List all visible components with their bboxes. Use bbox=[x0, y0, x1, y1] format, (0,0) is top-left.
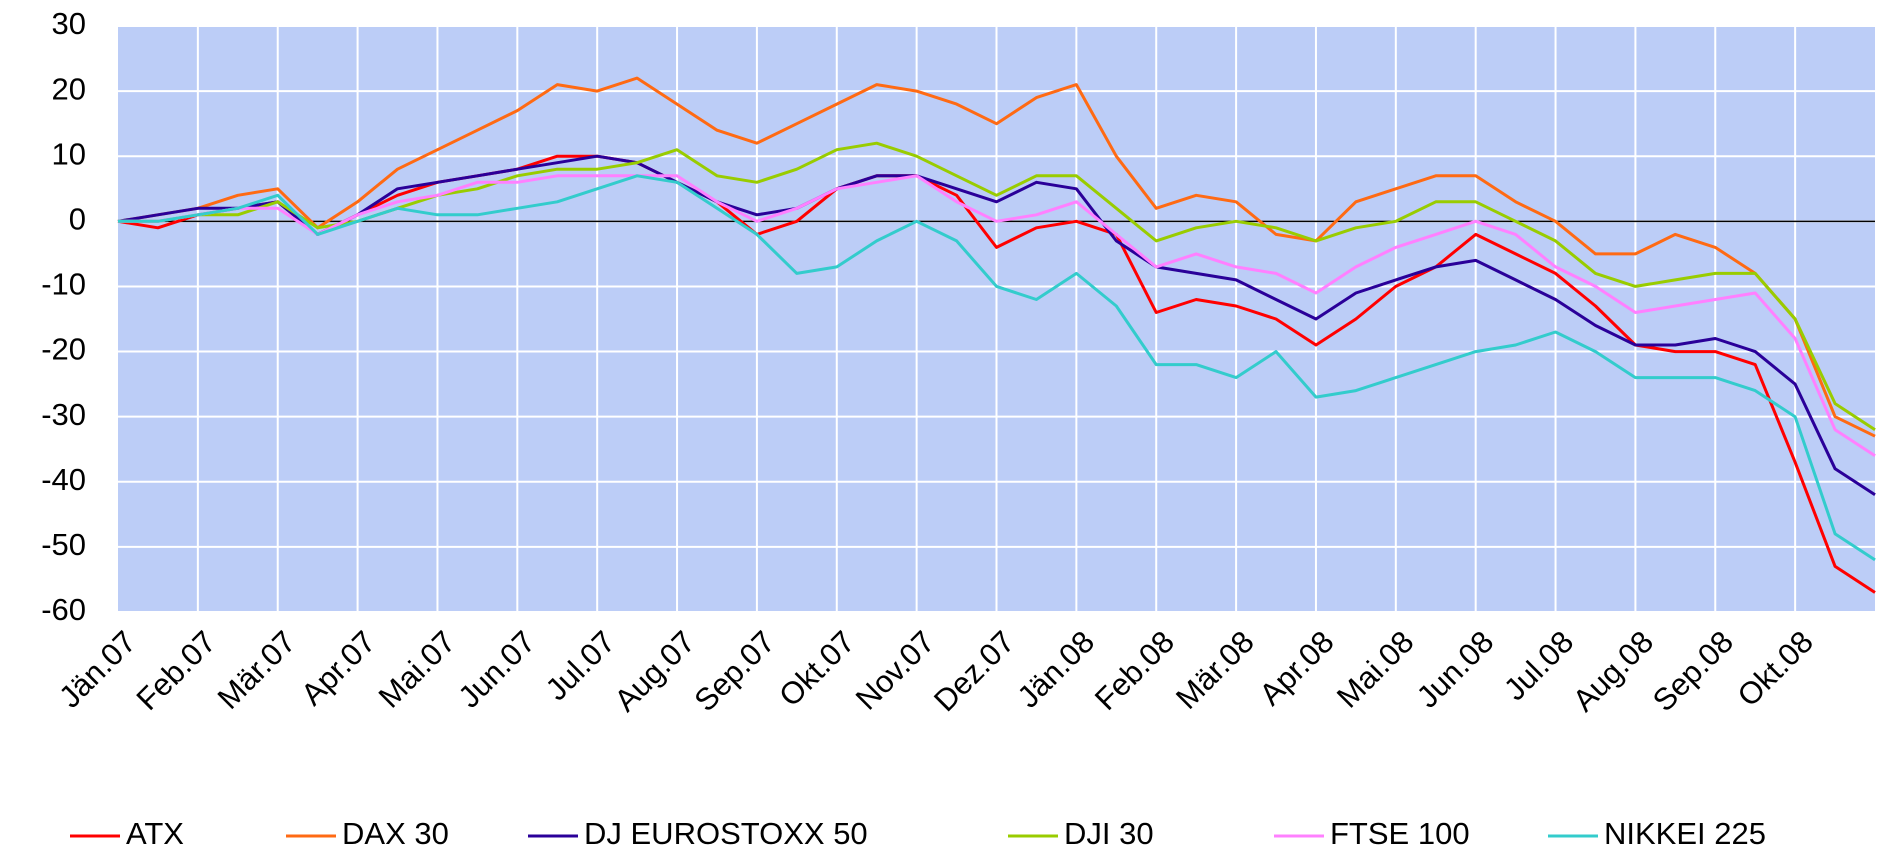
y-tick-label: 0 bbox=[69, 202, 86, 237]
legend-label: DAX 30 bbox=[342, 816, 449, 851]
y-tick-label: -40 bbox=[41, 462, 86, 497]
series-line bbox=[118, 174, 1876, 562]
x-tick-label: Mär.08 bbox=[1169, 624, 1261, 716]
y-tick-label: -10 bbox=[41, 267, 86, 302]
x-tick-label: Apr.07 bbox=[294, 624, 382, 712]
x-tick-label: Aug.07 bbox=[608, 624, 702, 718]
series-line bbox=[117, 76, 1876, 438]
legend-label: ATX bbox=[126, 816, 184, 851]
y-tick-label: 20 bbox=[52, 71, 86, 106]
x-tick-label: Jun.07 bbox=[451, 624, 542, 715]
y-tick-label: 30 bbox=[52, 6, 86, 41]
x-tick-label: Sep.07 bbox=[687, 624, 781, 718]
series-line bbox=[118, 141, 1876, 431]
y-tick-label: -20 bbox=[41, 332, 86, 367]
y-tick-label: -30 bbox=[41, 397, 86, 432]
series-line bbox=[118, 174, 1876, 457]
series-line bbox=[117, 154, 1876, 594]
x-tick-label: Jän.08 bbox=[1011, 624, 1102, 715]
x-tick-label: Nov.07 bbox=[849, 624, 942, 717]
x-tick-label: Aug.08 bbox=[1566, 624, 1660, 718]
x-tick-label: Jän.07 bbox=[52, 624, 143, 715]
legend-label: FTSE 100 bbox=[1330, 816, 1470, 851]
x-tick-label: Feb.08 bbox=[1088, 624, 1181, 717]
x-tick-label: Dez.07 bbox=[927, 624, 1021, 718]
legend-label: NIKKEI 225 bbox=[1604, 816, 1766, 851]
x-tick-label: Feb.07 bbox=[130, 624, 223, 717]
x-tick-label: Okt.08 bbox=[1731, 624, 1820, 713]
y-tick-label: -50 bbox=[41, 527, 86, 562]
x-tick-label: Apr.08 bbox=[1253, 624, 1341, 712]
series-line bbox=[117, 154, 1876, 497]
x-tick-label: Mär.07 bbox=[211, 624, 303, 716]
x-tick-label: Jun.08 bbox=[1410, 624, 1501, 715]
legend-label: DJI 30 bbox=[1064, 816, 1154, 851]
x-tick-label: Mai.08 bbox=[1330, 624, 1421, 715]
x-tick-label: Okt.07 bbox=[772, 624, 861, 713]
y-tick-label: 10 bbox=[52, 136, 86, 171]
y-tick-label: -60 bbox=[41, 592, 86, 627]
legend-label: DJ EUROSTOXX 50 bbox=[584, 816, 868, 851]
x-tick-label: Mai.07 bbox=[372, 624, 463, 715]
x-tick-label: Sep.08 bbox=[1646, 624, 1740, 718]
